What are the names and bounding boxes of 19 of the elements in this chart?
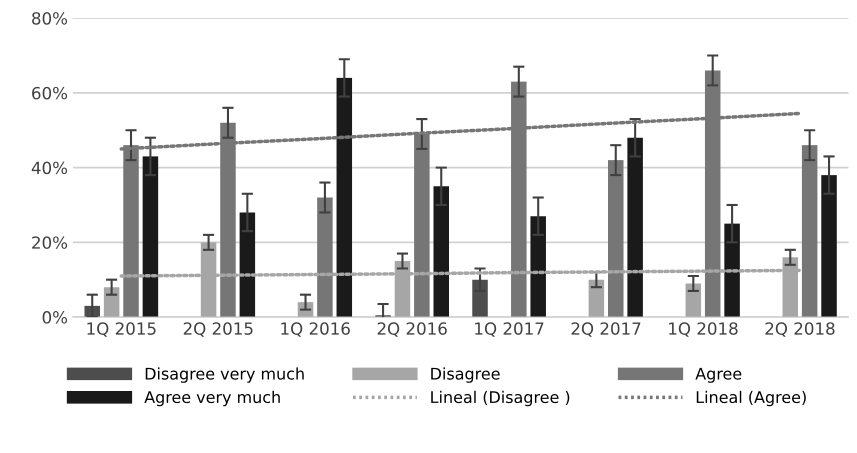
y-tick-label: 60% [32,86,68,100]
x-tick-label: 2Q 2015 [184,322,253,337]
x-tick-label: 2Q 2017 [572,322,640,337]
legend-label: Disagree [431,367,500,383]
y-tick-label: 20% [32,236,68,249]
y-tick-label: 80% [32,12,68,25]
x-tick-label: 1Q 2017 [475,322,544,337]
legend-label: Lineal (Agree) [696,390,806,406]
x-tick-label: 1Q 2016 [281,322,350,337]
x-tick-label: 2Q 2018 [765,322,835,337]
x-tick-label: 1Q 2015 [87,322,156,337]
y-tick-label: 40% [32,162,68,174]
legend-label: Agree [695,368,742,383]
x-tick-label: 1Q 2018 [669,322,738,337]
legend-label: Agree very much [144,390,280,406]
legend-label: Disagree very much [146,367,304,383]
x-tick-label: 2Q 2016 [378,322,447,337]
y-tick-label: 0% [42,311,68,324]
legend-label: Lineal (Disagree ) [431,390,570,406]
